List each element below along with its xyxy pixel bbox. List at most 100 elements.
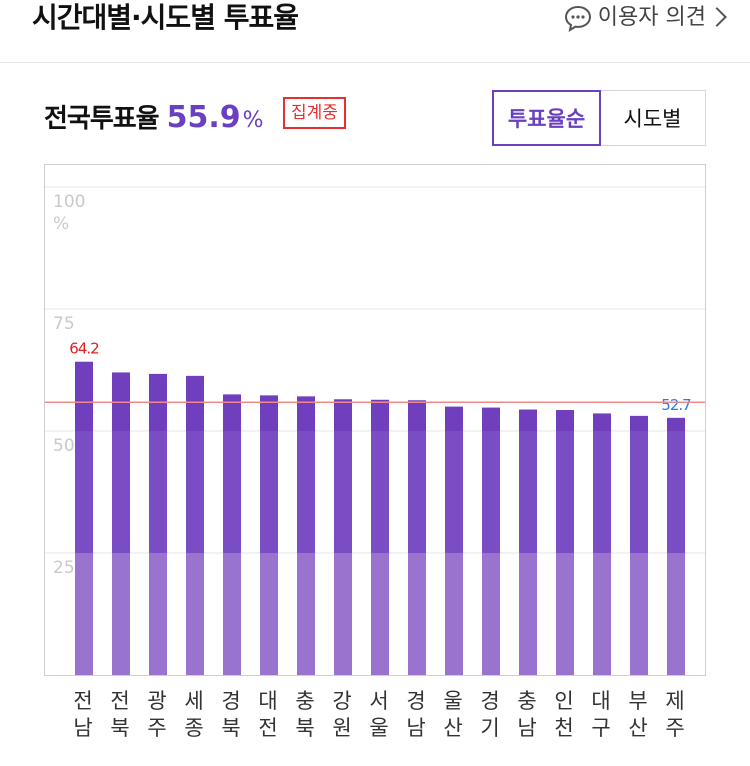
bar-upper-segment [630, 415, 648, 431]
min-value-label: 52.7 [661, 396, 691, 414]
bar-lower-segment [556, 553, 574, 675]
bar-lower-segment [186, 553, 204, 675]
user-opinion-link[interactable]: 이용자 의견 [564, 4, 706, 32]
bar[interactable] [149, 373, 167, 675]
bar-middle-segment [519, 431, 537, 553]
bar-lower-segment [519, 553, 537, 675]
national-turnout-unit: % [242, 108, 264, 133]
national-turnout-label: 전국투표율 [44, 104, 160, 134]
bar-lower-segment [593, 553, 611, 675]
bar-middle-segment [112, 431, 130, 553]
bar-middle-segment [630, 431, 648, 553]
bar-upper-segment [75, 361, 93, 431]
counting-badge: 집계중 [283, 97, 346, 129]
speech-bubble-icon [564, 5, 591, 32]
sort-tabs: 투표율순 시도별 [492, 90, 706, 146]
bar-middle-segment [667, 431, 685, 553]
bar-middle-segment [223, 431, 241, 553]
bar-middle-segment [149, 431, 167, 553]
bar[interactable] [482, 407, 500, 675]
bar-middle-segment [593, 431, 611, 553]
bar-upper-segment [482, 407, 500, 431]
national-turnout-summary: 전국투표율 55.9 % [44, 98, 264, 135]
bar-middle-segment [556, 431, 574, 553]
y-tick-label: 75 [53, 314, 75, 334]
bar[interactable] [260, 395, 278, 675]
bar-lower-segment [667, 553, 685, 675]
bar[interactable] [519, 409, 537, 675]
chevron-right-icon[interactable] [707, 7, 727, 27]
chart-canvas: 64.2 52.7 25 50 75 100% [45, 186, 705, 675]
bar-upper-segment [667, 417, 685, 431]
bar-middle-segment [260, 431, 278, 553]
bar[interactable] [593, 413, 611, 675]
y-tick-label: 100% [53, 192, 85, 234]
bar-upper-segment [186, 375, 204, 431]
bar[interactable] [297, 396, 315, 675]
bar-upper-segment [297, 396, 315, 431]
bar-lower-segment [223, 553, 241, 675]
bar[interactable] [408, 400, 426, 675]
bar-lower-segment [260, 553, 278, 675]
user-opinion-label: 이용자 의견 [597, 5, 706, 30]
bar-upper-segment [223, 394, 241, 431]
bar-middle-segment [186, 431, 204, 553]
bar-upper-segment [260, 395, 278, 431]
bar-middle-segment [482, 431, 500, 553]
y-tick-label: 50 [53, 436, 75, 456]
bar-middle-segment [371, 431, 389, 553]
bar[interactable] [445, 406, 463, 675]
bar-middle-segment [408, 431, 426, 553]
y-tick-label: 25 [53, 558, 75, 578]
bar-lower-segment [297, 553, 315, 675]
bar-upper-segment [445, 406, 463, 431]
bar[interactable] [667, 417, 685, 675]
bar-lower-segment [408, 553, 426, 675]
bar[interactable] [371, 399, 389, 675]
bar-lower-segment [482, 553, 500, 675]
bar-upper-segment [556, 410, 574, 431]
tab-turnout-order[interactable]: 투표율순 [492, 90, 601, 146]
bar-upper-segment [408, 400, 426, 431]
bar-upper-segment [519, 409, 537, 431]
bar[interactable] [630, 415, 648, 675]
bar-lower-segment [630, 553, 648, 675]
bar-upper-segment [593, 413, 611, 431]
bar[interactable] [556, 410, 574, 675]
header: 시간대별·시도별 투표율 이용자 의견 [0, 0, 750, 63]
bar[interactable] [112, 372, 130, 675]
bar-middle-segment [75, 431, 93, 553]
bar[interactable] [334, 399, 352, 675]
max-value-label: 64.2 [69, 340, 99, 358]
bar-lower-segment [75, 553, 93, 675]
bar-middle-segment [334, 431, 352, 553]
bar-upper-segment [334, 399, 352, 431]
bar-lower-segment [149, 553, 167, 675]
turnout-bar-chart: 64.2 52.7 25 50 75 100% [44, 164, 706, 676]
bar[interactable] [223, 394, 241, 675]
tab-by-region[interactable]: 시도별 [623, 107, 682, 131]
bar-middle-segment [297, 431, 315, 553]
bar[interactable] [186, 375, 204, 675]
bar[interactable] [75, 361, 93, 675]
page-title: 시간대별·시도별 투표율 [32, 1, 299, 34]
bar-lower-segment [371, 553, 389, 675]
bar-lower-segment [334, 553, 352, 675]
